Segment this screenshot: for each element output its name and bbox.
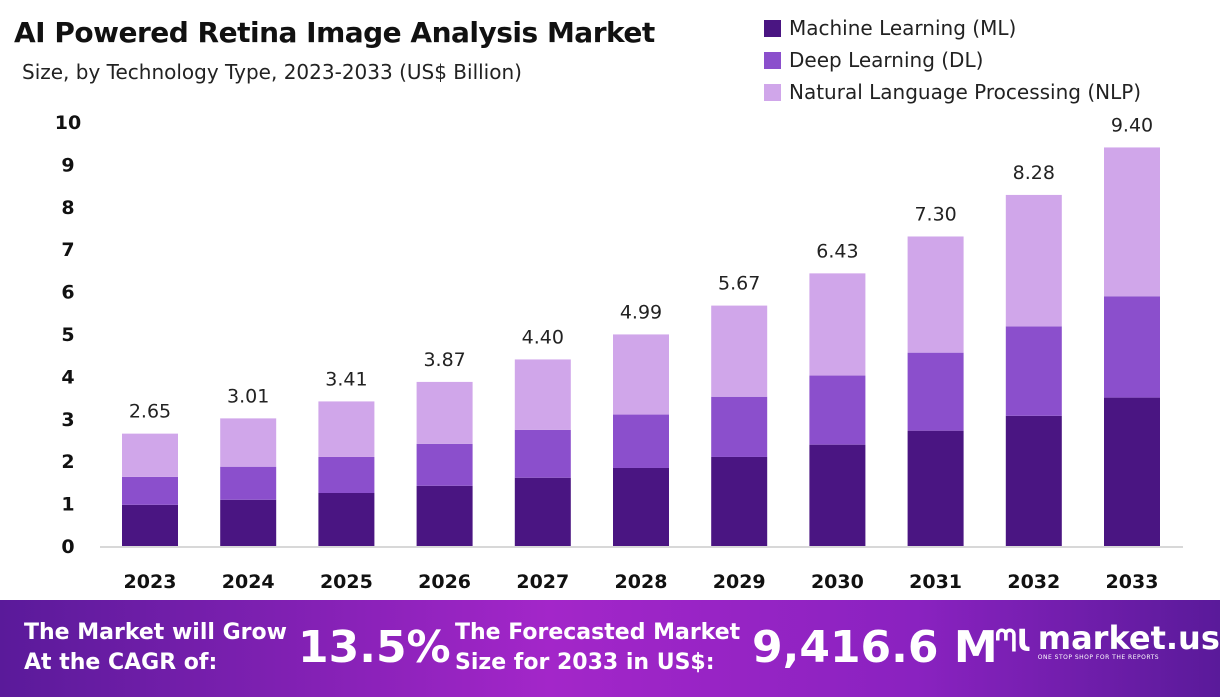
data-label: 5.67 <box>718 273 760 295</box>
x-tick-label: 2024 <box>222 571 275 593</box>
y-tick-label: 5 <box>61 324 74 346</box>
bar-segment-ml <box>1005 415 1062 546</box>
bar-segment-nlp <box>1005 194 1062 327</box>
bar-segment-dl <box>318 456 375 493</box>
legend-swatch <box>764 19 781 37</box>
cagr-label-line2: At the CAGR of: <box>24 650 218 675</box>
bar-segment-ml <box>514 477 571 546</box>
forecast-label-line2: Size for 2033 in US$: <box>455 650 715 675</box>
data-label: 4.99 <box>620 301 662 323</box>
x-tick-label: 2026 <box>418 571 471 593</box>
legend-swatch <box>764 51 781 69</box>
cagr-label-line1: The Market will Grow <box>24 620 287 645</box>
bar-segment-nlp <box>613 334 669 415</box>
x-tick-label: 2025 <box>320 571 373 593</box>
logo-name: market.us <box>1037 619 1220 657</box>
x-tick-label: 2032 <box>1007 571 1060 593</box>
legend-item-dl: Deep Learning (DL) <box>764 44 1141 76</box>
legend-label: Deep Learning (DL) <box>789 48 984 72</box>
y-tick-label: 9 <box>61 154 74 176</box>
bar-segment-nlp <box>711 305 768 397</box>
y-tick-label: 7 <box>61 239 74 261</box>
bar-segment-dl <box>809 375 866 445</box>
chart-subtitle: Size, by Technology Type, 2023-2033 (US$… <box>22 60 522 84</box>
logo-tagline: ONE STOP SHOP FOR THE REPORTS <box>1037 654 1160 661</box>
y-tick-label: 10 <box>55 112 81 134</box>
forecast-label: The Forecasted Market Size for 2033 in U… <box>455 618 740 678</box>
bar-segment-dl <box>613 414 669 468</box>
logo-icon: ᘉꙆ <box>995 624 1030 659</box>
bar-segment-nlp <box>514 359 571 430</box>
data-label: 3.87 <box>423 349 465 371</box>
y-tick-label: 3 <box>61 409 74 431</box>
bar-segment-nlp <box>220 418 277 467</box>
forecast-value: 9,416.6 M <box>752 622 998 673</box>
bar-segment-ml <box>1104 397 1160 546</box>
data-label: 8.28 <box>1013 162 1055 184</box>
legend-item-nlp: Natural Language Processing (NLP) <box>764 76 1141 108</box>
bar-segment-ml <box>809 444 866 546</box>
market-us-logo: ᘉꙆ market.us ONE STOP SHOP FOR THE REPOR… <box>995 622 1220 661</box>
cagr-label: The Market will Grow At the CAGR of: <box>24 618 287 678</box>
bar-segment-nlp <box>907 236 964 353</box>
forecast-label-line1: The Forecasted Market <box>455 620 741 645</box>
bar-segment-dl <box>514 429 571 478</box>
y-tick-label: 0 <box>61 536 74 558</box>
y-tick-label: 1 <box>61 494 74 516</box>
x-tick-label: 2028 <box>615 571 668 593</box>
bar-segment-nlp <box>809 273 866 376</box>
data-label: 7.30 <box>914 203 956 225</box>
data-label: 2.65 <box>129 401 171 423</box>
bar-segment-dl <box>711 396 768 457</box>
bar-segment-nlp <box>1104 147 1160 297</box>
bar-segment-dl <box>907 352 964 431</box>
data-label: 6.43 <box>816 240 858 262</box>
bar-segment-ml <box>220 499 277 546</box>
y-tick-label: 6 <box>61 282 74 304</box>
bar-segment-ml <box>907 430 964 546</box>
bar-segment-dl <box>1005 326 1062 416</box>
bar-chart: 0 1 2 3 4 5 6 7 8 9 10 2.65 2023 3.01 2024 3.41 2025 3.87… <box>55 112 1183 593</box>
legend: Machine Learning (ML) Deep Learning (DL)… <box>764 12 1141 108</box>
bar-segment-dl <box>122 476 178 505</box>
footer-banner: The Market will Grow At the CAGR of: 13.… <box>0 600 1220 697</box>
bar-segment-ml <box>613 467 669 546</box>
y-tick-label: 4 <box>61 366 74 388</box>
x-tick-label: 2030 <box>811 571 864 593</box>
data-label: 3.01 <box>227 385 269 407</box>
bar-segment-dl <box>220 466 277 500</box>
legend-item-ml: Machine Learning (ML) <box>764 12 1141 44</box>
bar-segment-ml <box>318 493 375 546</box>
y-tick-label: 8 <box>61 197 74 219</box>
chart-title: AI Powered Retina Image Analysis Market <box>14 16 655 49</box>
x-tick-label: 2033 <box>1106 571 1159 593</box>
bar-segment-ml <box>711 456 768 546</box>
data-label: 3.41 <box>325 368 367 390</box>
data-label: 4.40 <box>522 326 564 348</box>
y-tick-label: 2 <box>61 451 74 473</box>
bar-segment-nlp <box>318 401 375 457</box>
bar-segment-ml <box>416 485 473 546</box>
bar-segment-nlp <box>122 433 178 477</box>
x-tick-label: 2027 <box>516 571 569 593</box>
legend-label: Machine Learning (ML) <box>789 16 1017 40</box>
bar-segment-ml <box>122 504 178 546</box>
cagr-value: 13.5% <box>298 622 451 673</box>
legend-label: Natural Language Processing (NLP) <box>789 80 1142 104</box>
data-label: 9.40 <box>1111 114 1153 136</box>
x-tick-label: 2023 <box>124 571 177 593</box>
x-tick-label: 2029 <box>713 571 766 593</box>
bar-segment-dl <box>416 443 473 486</box>
legend-swatch <box>764 83 781 101</box>
x-tick-label: 2031 <box>909 571 962 593</box>
bar-segment-dl <box>1104 296 1160 398</box>
bar-segment-nlp <box>416 381 473 444</box>
